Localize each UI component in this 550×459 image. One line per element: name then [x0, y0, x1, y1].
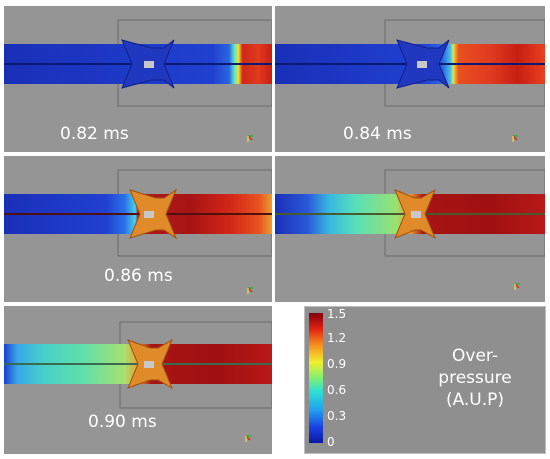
time-label: 0.90 ms: [88, 412, 157, 432]
colorbar-legend: 1.5 1.2 0.9 0.6 0.3 0 Over- pressure (A.…: [304, 306, 546, 454]
time-label: 0.82 ms: [60, 124, 129, 144]
pipe-render: [4, 19, 272, 142]
pipe-render: [275, 19, 545, 142]
colorbar: [309, 313, 323, 443]
simulation-panel-0-82ms: 0.82 ms: [4, 6, 272, 152]
colorbar-tick: 1.5: [327, 307, 347, 321]
pipe-render: [4, 321, 272, 442]
colorbar-title: Over- pressure (A.U.P): [415, 345, 535, 411]
axis-triad-icon: [247, 135, 253, 142]
axis-triad-icon: [512, 135, 518, 142]
pipe-render: [4, 169, 272, 294]
time-label: 0.86 ms: [104, 266, 173, 286]
simulation-panel-0-84ms: 0.84 ms: [275, 6, 545, 152]
simulation-panel: [275, 156, 545, 302]
simulation-panel-0-86ms: 0.86 ms: [4, 156, 272, 302]
colorbar-title-line: pressure: [438, 368, 512, 388]
colorbar-title-line: (A.U.P): [445, 390, 505, 410]
axis-triad-icon: [245, 435, 251, 442]
colorbar-tick: 0.3: [327, 409, 347, 423]
time-label: 0.84 ms: [343, 124, 412, 144]
simulation-panel-0-90ms: 0.90 ms: [4, 306, 272, 454]
colorbar-title-line: Over-: [452, 346, 498, 366]
colorbar-tick: 0: [327, 435, 335, 449]
pipe-render: [275, 169, 545, 290]
colorbar-tick: 0.9: [327, 357, 347, 371]
colorbar-tick: 0.6: [327, 383, 347, 397]
axis-triad-icon: [247, 287, 253, 294]
axis-triad-icon: [514, 283, 520, 290]
colorbar-tick: 1.2: [327, 331, 347, 345]
